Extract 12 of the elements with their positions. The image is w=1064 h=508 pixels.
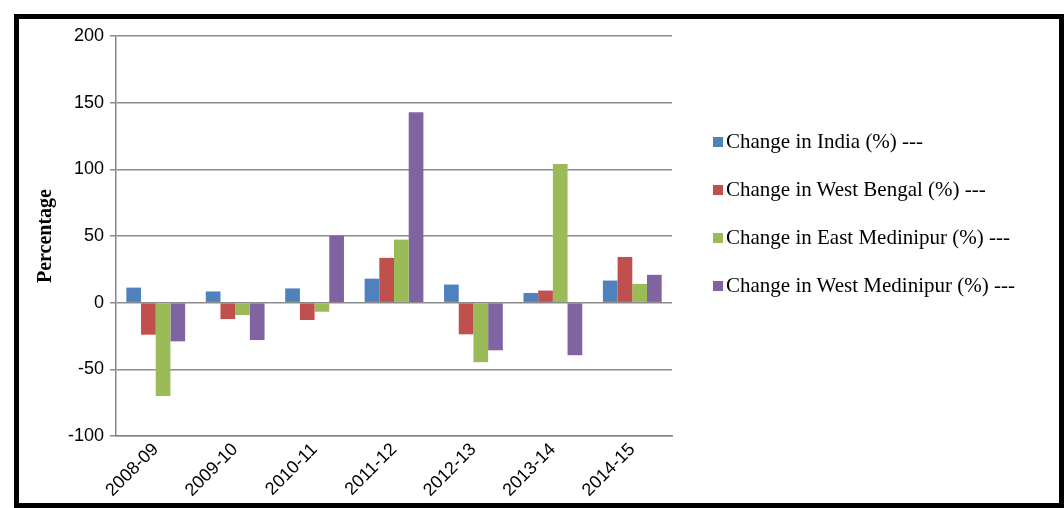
y-tick-label: 50 xyxy=(84,224,105,245)
legend-label: Change in India (%) --- xyxy=(726,128,924,154)
legend-label: Change in East Medinipur (%) --- xyxy=(726,224,1011,250)
y-tick-label: 150 xyxy=(73,91,105,112)
legend-label: Change in West Bengal (%) --- xyxy=(726,176,986,202)
y-tick-label: 0 xyxy=(94,291,105,312)
legend-label: Change in West Medinipur (%) --- xyxy=(726,272,1015,298)
y-tick-label: 100 xyxy=(73,158,105,179)
y-axis-title: Percentage xyxy=(33,188,57,284)
y-tick-label: -50 xyxy=(78,358,105,379)
y-tick-label: -100 xyxy=(68,424,105,445)
y-tick-label: 200 xyxy=(73,24,105,45)
